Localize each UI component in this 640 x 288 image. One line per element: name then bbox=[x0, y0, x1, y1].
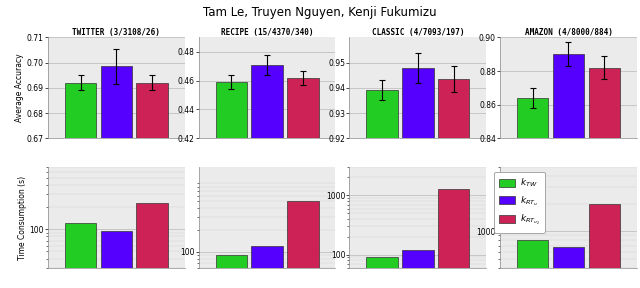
Bar bbox=[517, 98, 548, 288]
Bar bbox=[589, 204, 620, 288]
Bar bbox=[252, 246, 283, 288]
Bar bbox=[216, 255, 247, 288]
Bar bbox=[366, 90, 397, 288]
Bar bbox=[100, 231, 132, 288]
Bar bbox=[65, 223, 96, 288]
Bar bbox=[366, 257, 397, 288]
Bar bbox=[438, 79, 469, 288]
Bar bbox=[65, 83, 96, 288]
Bar bbox=[589, 68, 620, 288]
Legend: $k_{TW}$, $k_{RT_u}$, $k_{RT_{u_2}}$: $k_{TW}$, $k_{RT_u}$, $k_{RT_{u_2}}$ bbox=[493, 172, 545, 233]
Title: CLASSIC (4/7093/197): CLASSIC (4/7093/197) bbox=[371, 28, 464, 37]
Bar bbox=[553, 54, 584, 288]
Bar bbox=[438, 189, 469, 288]
Bar bbox=[100, 67, 132, 288]
Bar bbox=[402, 250, 433, 288]
Bar bbox=[136, 203, 168, 288]
Y-axis label: Time Consumption (s): Time Consumption (s) bbox=[17, 175, 26, 259]
Bar bbox=[136, 83, 168, 288]
Bar bbox=[216, 82, 247, 288]
Title: TWITTER (3/3108/26): TWITTER (3/3108/26) bbox=[72, 28, 160, 37]
Title: AMAZON (4/8000/884): AMAZON (4/8000/884) bbox=[525, 28, 612, 37]
Bar bbox=[287, 201, 319, 288]
Text: Tam Le, Truyen Nguyen, Kenji Fukumizu: Tam Le, Truyen Nguyen, Kenji Fukumizu bbox=[203, 6, 437, 19]
Bar bbox=[287, 78, 319, 288]
Y-axis label: Average Accuracy: Average Accuracy bbox=[15, 54, 24, 122]
Bar bbox=[553, 247, 584, 288]
Bar bbox=[252, 65, 283, 288]
Title: RECIPE (15/4370/340): RECIPE (15/4370/340) bbox=[221, 28, 314, 37]
Bar bbox=[517, 240, 548, 288]
Bar bbox=[402, 68, 433, 288]
